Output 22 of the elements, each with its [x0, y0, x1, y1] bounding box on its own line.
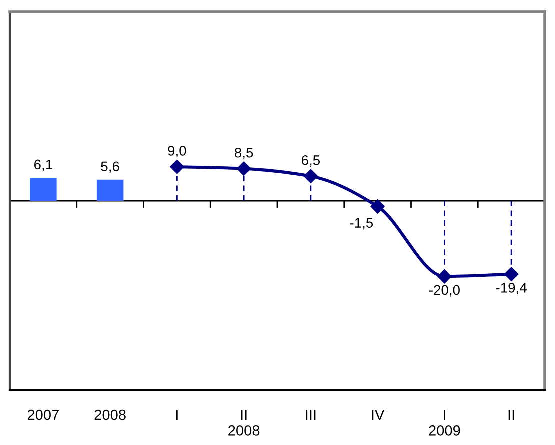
point	[170, 160, 184, 174]
point	[438, 270, 452, 284]
x-tick-label: II 2008	[228, 410, 260, 436]
data-label: 6,1	[34, 160, 52, 172]
x-tick-label: III	[306, 410, 316, 420]
x-tick-label: II	[508, 410, 514, 420]
data-label: 6,5	[302, 156, 320, 167]
x-tick-label: IV	[372, 410, 385, 420]
x-tick-label: I	[176, 410, 178, 420]
data-label: -19,4	[496, 283, 527, 295]
data-label: -1,5	[350, 218, 374, 230]
data-label: 8,5	[235, 148, 254, 160]
x-tick-label: 2007	[28, 410, 59, 420]
point	[236, 162, 252, 176]
point	[504, 267, 519, 282]
data-label: 5,6	[101, 162, 120, 174]
x-tick-label: I 2009	[429, 410, 460, 436]
x-tick-label: 2008	[94, 410, 126, 420]
data-label: -20,0	[429, 285, 460, 297]
data-label: 9,0	[168, 146, 186, 158]
point	[370, 200, 385, 214]
point	[304, 169, 318, 184]
